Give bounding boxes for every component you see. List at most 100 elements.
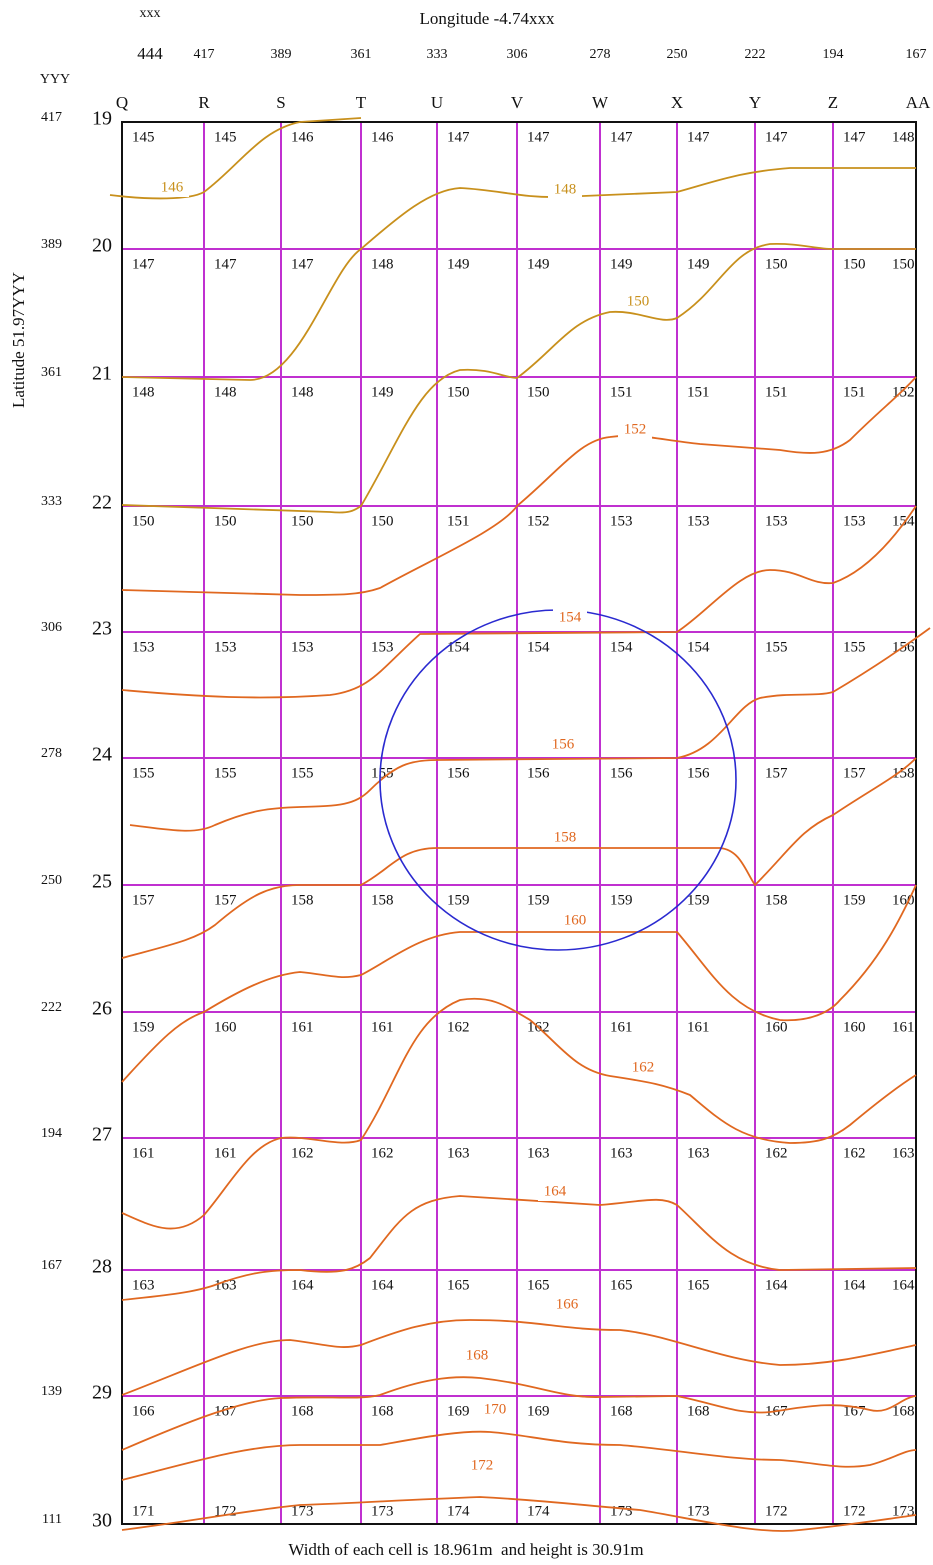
cell-value: 148 [132,384,155,400]
cell-value: 146 [371,129,394,145]
contour-label: 172 [471,1457,494,1473]
cell-value: 160 [892,892,915,908]
cell-value: 156 [687,765,710,781]
cell-value: 145 [214,129,237,145]
column-letter: Y [749,93,761,112]
cell-value: 153 [132,639,155,655]
cell-value: 155 [765,639,788,655]
cell-value: 153 [687,513,710,529]
cell-value: 150 [214,513,237,529]
cell-value: 152 [527,513,550,529]
cell-value: 151 [765,384,788,400]
column-letter: Q [116,93,128,112]
cell-value: 151 [447,513,470,529]
cell-value: 165 [527,1277,550,1293]
cell-value: 149 [371,384,394,400]
cell-value: 168 [291,1403,314,1419]
labels: 146 148 150 152 154 156 158 160 162 164 166 168 170 1… [155,179,660,1475]
cell-value: 172 [843,1503,866,1519]
cell-value: 161 [132,1145,155,1161]
row-number: 29 [92,1382,112,1404]
cell-value: 165 [687,1277,710,1293]
contour-line [109,117,362,200]
contour-line [121,997,917,1230]
cell-value: 154 [610,639,633,655]
cell-value: 157 [132,892,155,908]
row-number: 28 [92,1256,112,1278]
contour-line [121,505,917,699]
cell-value: 155 [214,765,237,781]
latitude-label: 111 [42,1512,62,1527]
cell-value: 150 [371,513,394,529]
cell-value: 154 [527,639,550,655]
cell-value: 149 [610,256,633,272]
cell-value: 147 [527,129,550,145]
contour-label-bg [621,293,655,311]
cell-value: 165 [447,1277,470,1293]
longitude-label: 222 [745,47,766,62]
cell-value: 145 [132,129,155,145]
cell-value: 147 [687,129,710,145]
cell-value: 147 [291,256,314,272]
cell-value: 155 [843,639,866,655]
y-label: YYY [40,72,70,87]
cell-value: 163 [687,1145,710,1161]
latitude-label: 389 [41,237,62,252]
contour-label-bg [548,829,582,847]
row-number: 27 [92,1124,112,1146]
cell-value: 162 [291,1145,314,1161]
cell-value: 148 [892,129,915,145]
column-letter: V [511,93,524,112]
cell-value: 157 [765,765,788,781]
cell-value: 160 [765,1019,788,1035]
contour-label-bg [538,1183,572,1201]
cell-value: 156 [610,765,633,781]
contour-label-bg [478,1401,512,1419]
latitude-label: 361 [41,365,62,380]
cell-value: 151 [843,384,866,400]
cell-value: 159 [132,1019,155,1035]
longitude-label: 306 [507,47,528,62]
contour-label-bg [155,179,189,197]
contour-label-bg [460,1347,494,1365]
cell-value: 163 [610,1145,633,1161]
cell-value: 159 [447,892,470,908]
contour-line [121,1376,917,1451]
cell-value: 154 [892,513,915,529]
cell-value: 148 [291,384,314,400]
row-number: 19 [92,108,112,130]
contour-label: 166 [556,1296,579,1312]
row-number: 25 [92,871,112,893]
cell-value: 161 [610,1019,633,1035]
contour-label-bg [558,912,592,930]
column-letter: X [671,93,683,112]
cell-value: 161 [371,1019,394,1035]
contour-label: 162 [632,1059,655,1075]
cell-value: 163 [132,1277,155,1293]
cell-value: 153 [214,639,237,655]
column-letter: AA [906,93,931,112]
column-letter: R [198,93,210,112]
contour-line [121,1430,917,1481]
contour-label-bg [465,1457,499,1475]
contour-label: 160 [564,912,587,928]
longitude-label: 194 [823,47,844,62]
latitude-label: 222 [41,1000,62,1015]
contour-label: 146 [161,179,184,195]
cell-value: 147 [447,129,470,145]
cell-value: 165 [610,1277,633,1293]
cell-value: 168 [892,1403,915,1419]
latitude-label: 417 [41,110,62,125]
contour-label-bg [546,736,580,754]
cell-value: 168 [371,1403,394,1419]
cell-value: 164 [892,1277,915,1293]
row-number: 22 [92,492,112,514]
contour-line [121,243,916,514]
contour-label: 168 [466,1347,489,1363]
contour-line [129,627,931,832]
cell-value: 159 [687,892,710,908]
cell-value: 149 [447,256,470,272]
longitude-label: 361 [351,47,372,62]
cell-value: 168 [687,1403,710,1419]
contours [109,117,931,1532]
